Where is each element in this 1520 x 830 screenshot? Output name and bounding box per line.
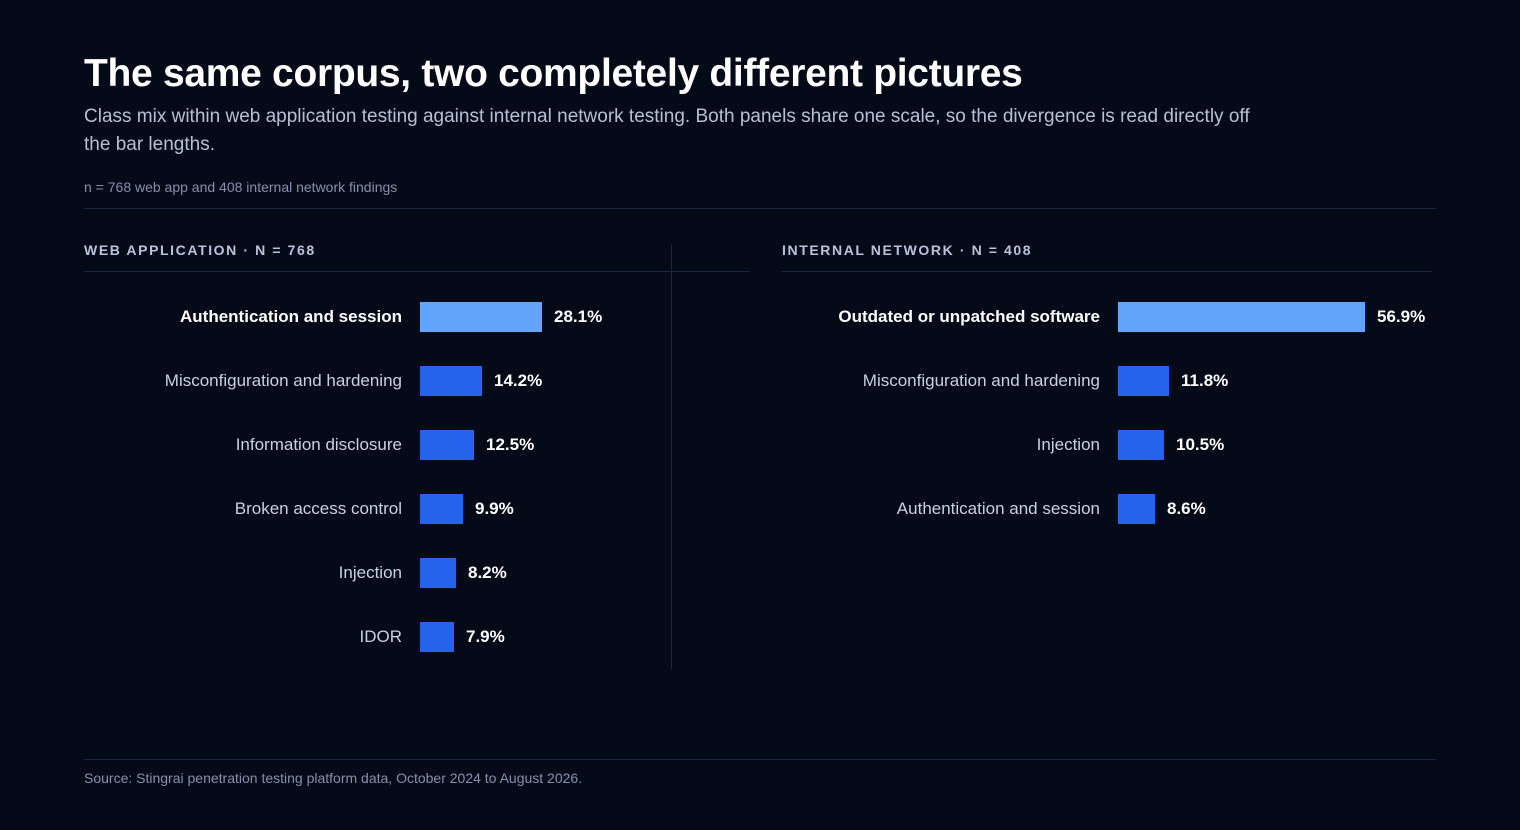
chart-title: The same corpus, two completely differen…: [84, 52, 1023, 95]
bar: [420, 430, 474, 460]
bar-value-label: 56.9%: [1377, 307, 1426, 326]
bar-category-label: Misconfiguration and hardening: [862, 371, 1100, 390]
web-application-panel: WEB APPLICATION · N = 768 Authentication…: [84, 240, 750, 670]
panel-title-divider: [84, 271, 750, 272]
bar-value-label: 12.5%: [486, 435, 535, 454]
header-divider: [84, 208, 1436, 209]
bar-category-label: Authentication and session: [180, 307, 402, 326]
bar-row: IDOR 7.9%: [84, 622, 750, 652]
bar: [1118, 366, 1169, 396]
bar-category-label: Injection: [338, 563, 402, 582]
bar-category-label: Outdated or unpatched software: [838, 307, 1100, 326]
panel-title-divider: [782, 271, 1432, 272]
bar-row: Outdated or unpatched software 56.9%: [782, 302, 1432, 332]
bar-value-label: 11.8%: [1181, 371, 1229, 390]
bar: [1118, 494, 1155, 524]
chart-subtitle: Class mix within web application testing…: [84, 106, 1250, 155]
bar-row: Broken access control 9.9%: [84, 494, 750, 524]
bar-category-label: Misconfiguration and hardening: [164, 371, 402, 390]
footer-divider: [84, 759, 1436, 760]
bar-row: Injection 8.2%: [84, 558, 750, 588]
bar-value-label: 9.9%: [475, 499, 514, 518]
bar-value-label: 10.5%: [1176, 435, 1225, 454]
bar-value-label: 28.1%: [554, 307, 603, 326]
bar: [420, 494, 463, 524]
source-note: Source: Stingrai penetration testing pla…: [84, 770, 583, 786]
bar: [1118, 430, 1164, 460]
sample-size-note: n = 768 web app and 408 internal network…: [84, 179, 398, 195]
bar-row: Authentication and session 28.1%: [84, 302, 750, 332]
bar-row: Misconfiguration and hardening 11.8%: [782, 366, 1432, 396]
internal-network-panel: INTERNAL NETWORK · N = 408 Outdated or u…: [782, 240, 1432, 670]
bar-category-label: Information disclosure: [235, 435, 402, 454]
bar-row: Misconfiguration and hardening 14.2%: [84, 366, 750, 396]
bar-category-label: Broken access control: [234, 499, 402, 518]
bar: [420, 302, 542, 332]
bar-row: Information disclosure 12.5%: [84, 430, 750, 460]
bar-value-label: 8.2%: [468, 563, 507, 582]
bar-category-label: Injection: [1036, 435, 1100, 454]
bar-row: Authentication and session 8.6%: [782, 494, 1432, 524]
bar-category-label: Authentication and session: [896, 499, 1100, 518]
bar: [420, 558, 456, 588]
bar-value-label: 14.2%: [494, 371, 543, 390]
panel-divider: [671, 244, 672, 669]
bar-row: Injection 10.5%: [782, 430, 1432, 460]
internal-network-panel-title: INTERNAL NETWORK · N = 408: [782, 242, 1033, 258]
bar: [420, 366, 482, 396]
bar-value-label: 7.9%: [466, 627, 505, 646]
web-application-panel-title: WEB APPLICATION · N = 768: [84, 242, 316, 258]
bar-value-label: 8.6%: [1167, 499, 1206, 518]
bar-category-label: IDOR: [359, 627, 403, 646]
bar: [1118, 302, 1365, 332]
bar: [420, 622, 454, 652]
